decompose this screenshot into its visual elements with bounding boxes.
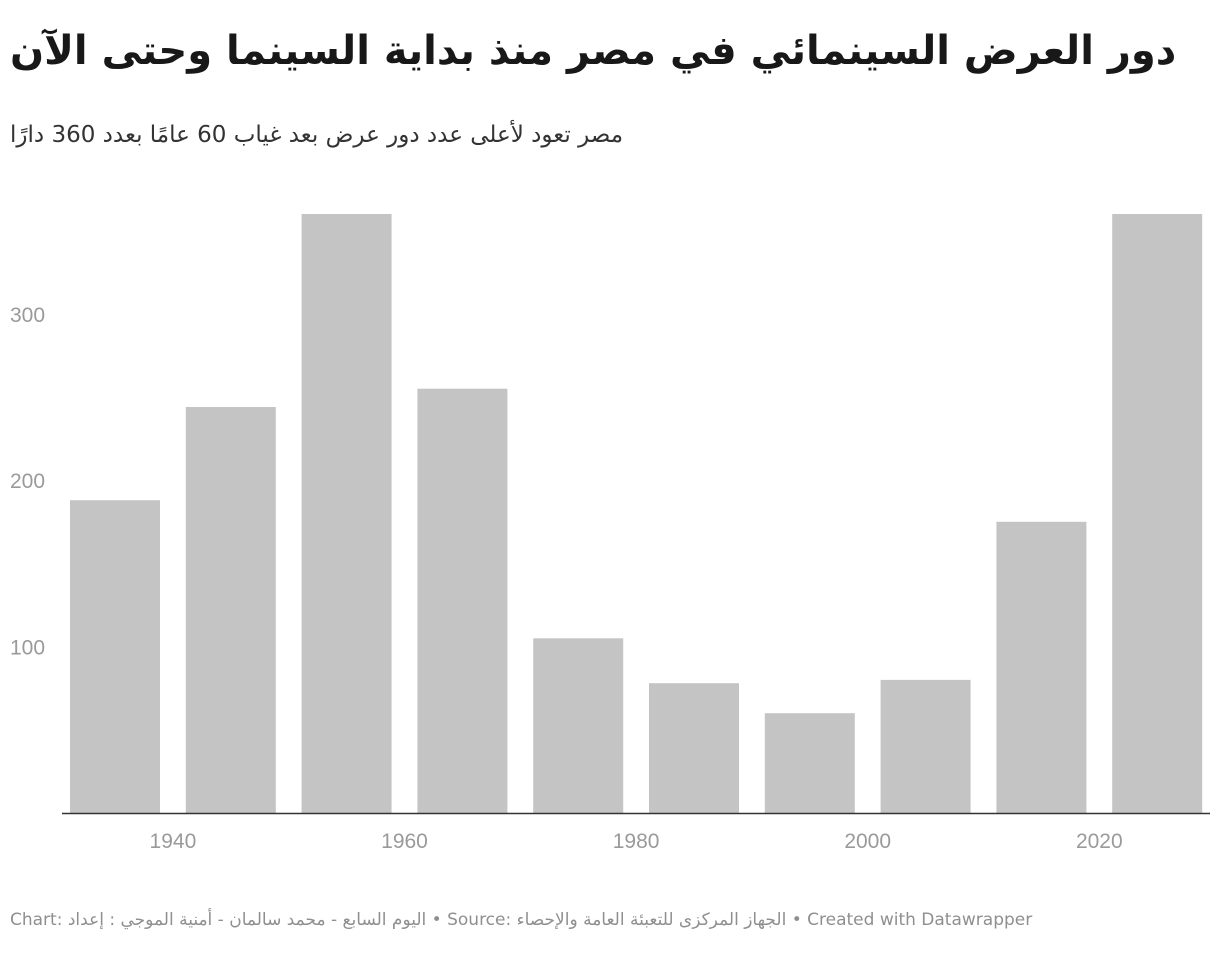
x-tick-label: 1980 [613,830,660,853]
bars-group [70,214,1203,813]
y-tick-label: 100 [10,637,45,660]
bar-1960s [417,388,508,813]
y-axis-ticks: 100 200 300 [10,304,45,660]
x-tick-label: 1960 [381,830,428,853]
bar-2020s [1112,214,1203,813]
x-tick-label: 2020 [1076,830,1123,853]
x-axis-ticks: 1940 1960 1980 2000 2020 [150,830,1123,853]
bar-1980s [649,683,739,813]
bar-1990s [764,713,855,813]
bar-2010s [996,521,1087,813]
chart-subtitle: مصر تعود لأعلى عدد دور عرض بعد غياب 60 ع… [10,122,624,148]
x-tick-label: 2000 [844,830,891,853]
bar-1930s [70,500,160,813]
y-tick-label: 300 [10,304,45,327]
chart-title: دور العرض السينمائي في مصر منذ بداية الس… [10,28,1177,74]
x-tick-label: 1940 [150,830,197,853]
bar-1970s [533,638,624,813]
bar-1940s [185,407,276,813]
chart-footer: Chart: اليوم السابع - محمد سالمان - أمني… [10,910,1033,930]
bar-2000s [880,679,971,813]
bar-1950s [301,214,392,813]
y-tick-label: 200 [10,470,45,493]
bar-chart: 100 200 300 1940 1960 1980 2000 2020 [10,214,1210,853]
